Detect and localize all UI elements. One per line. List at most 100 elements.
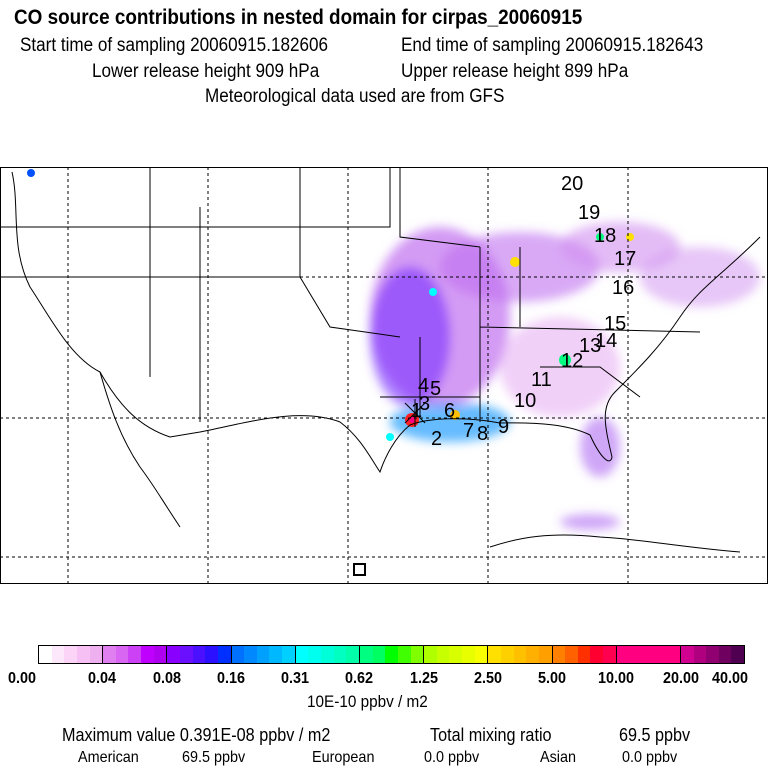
colorbar-segment [359, 646, 425, 663]
colorbar-swatch [424, 646, 437, 663]
colorbar-swatch [192, 646, 206, 663]
trajectory-label: 16 [612, 277, 634, 299]
colorbar-swatch [449, 646, 463, 663]
colorbar-tick-label: 5.00 [538, 670, 567, 687]
colorbar-swatch [321, 646, 334, 663]
total-mixing-ratio-value: 69.5 ppbv [619, 725, 691, 745]
total-mixing-ratio-label: Total mixing ratio [430, 725, 552, 745]
colorbar-swatch [590, 646, 604, 663]
colorbar-tick-label: 0.00 [7, 670, 37, 687]
colorbar-segment [103, 646, 168, 663]
trajectory-label: 10 [514, 390, 536, 412]
colorbar-tick-label: 0.16 [216, 670, 245, 687]
coastlines-and-borders [0, 167, 761, 553]
colorbar-tick-label: 10.00 [598, 670, 635, 687]
colorbar-swatch [538, 646, 552, 663]
trajectory-label: 15 [604, 313, 626, 335]
european-value: 0.0 ppbv [424, 749, 480, 766]
colorbar-swatch [654, 646, 668, 663]
colorbar-tick-label: 40.00 [711, 670, 749, 687]
american-value: 69.5 ppbv [182, 749, 246, 766]
start-time: Start time of sampling 20060915.182606 [20, 35, 329, 56]
colorbar-swatch [385, 646, 398, 663]
colorbar-swatch [436, 646, 450, 663]
trajectory-label: 13 [579, 335, 601, 357]
colorbar-swatch [641, 646, 655, 663]
colorbar-swatch [333, 646, 347, 663]
colorbar-tick-label: 0.04 [88, 670, 117, 687]
colorbar-swatch [167, 646, 181, 663]
colorbar-swatch [64, 646, 77, 663]
colorbar-swatch [359, 646, 373, 663]
colorbar-tick-label: 0.08 [152, 670, 181, 687]
trajectory-label: 7 [463, 420, 474, 442]
colorbar-swatch [693, 646, 707, 663]
colorbar-swatch [667, 646, 680, 663]
trajectory-label: 12 [561, 350, 583, 372]
colorbar-swatch [205, 646, 218, 663]
colorbar-segment [680, 646, 745, 663]
colorbar-tick-label: 2.50 [473, 670, 502, 687]
colorbar-swatch [346, 646, 359, 663]
colorbar-tick-label: 1.25 [409, 670, 438, 687]
colorbar-segment [231, 646, 296, 663]
colorbar-segment [616, 646, 681, 663]
colorbar-swatch [603, 646, 616, 663]
colorbar-tick-label: 0.31 [281, 670, 310, 687]
trajectory-label: 5 [430, 378, 441, 400]
colorbar-swatch [474, 646, 488, 663]
colorbar-swatch [731, 646, 745, 663]
colorbar-swatch [680, 646, 694, 663]
trajectory-label: 8 [477, 423, 488, 445]
lower-release-height: Lower release height 909 hPa [92, 61, 320, 82]
colorbar-swatch [76, 646, 90, 663]
colorbar-segment [39, 646, 104, 663]
colorbar-tick-label: 20.00 [662, 670, 699, 687]
colorbar-swatch [552, 646, 566, 663]
trajectory-label: 19 [578, 202, 600, 224]
colorbar-swatch [488, 646, 501, 663]
colorbar-segment [167, 646, 232, 663]
colorbar-swatch [397, 646, 411, 663]
trajectory-label: 18 [594, 225, 616, 247]
upper-release-height: Upper release height 899 hPa [401, 61, 629, 82]
colorbar-swatch [308, 646, 322, 663]
colorbar-swatch [231, 646, 245, 663]
trajectory-label: 11 [531, 369, 552, 391]
colorbar-swatch [718, 646, 732, 663]
asian-label: Asian [540, 749, 577, 766]
colorbar-tick-label: 0.62 [345, 670, 374, 687]
trajectory-label: 2 [431, 428, 442, 450]
colorbar [38, 645, 745, 664]
colorbar-swatch [616, 646, 630, 663]
trajectory-label: 6 [444, 400, 455, 422]
lat-lon-gridlines [0, 167, 768, 584]
colorbar-swatch [513, 646, 527, 663]
colorbar-swatch [629, 646, 642, 663]
colorbar-swatch [282, 646, 295, 663]
colorbar-swatch [244, 646, 257, 663]
trajectory-label: 3 [419, 393, 430, 415]
colorbar-segment [552, 646, 617, 663]
colorbar-swatch [103, 646, 116, 663]
colorbar-segment [424, 646, 489, 663]
end-time: End time of sampling 20060915.182643 [401, 35, 704, 56]
trajectory-label: 4 [418, 375, 429, 397]
release-site-marker [404, 399, 426, 427]
colorbar-swatch [39, 646, 52, 663]
colorbar-swatch [269, 646, 283, 663]
colorbar-unit: 10E-10 ppbv / m2 [307, 692, 428, 711]
colorbar-swatch [256, 646, 270, 663]
colorbar-swatch [500, 646, 514, 663]
trajectory-label: 20 [561, 173, 583, 195]
trajectory-label: 14 [595, 330, 617, 352]
receptor-marker [353, 563, 366, 576]
colorbar-swatch [410, 646, 424, 663]
colorbar-swatch [153, 646, 167, 663]
colorbar-swatch [295, 646, 309, 663]
colorbar-swatch [526, 646, 539, 663]
colorbar-segment [295, 646, 360, 663]
colorbar-swatch [180, 646, 193, 663]
